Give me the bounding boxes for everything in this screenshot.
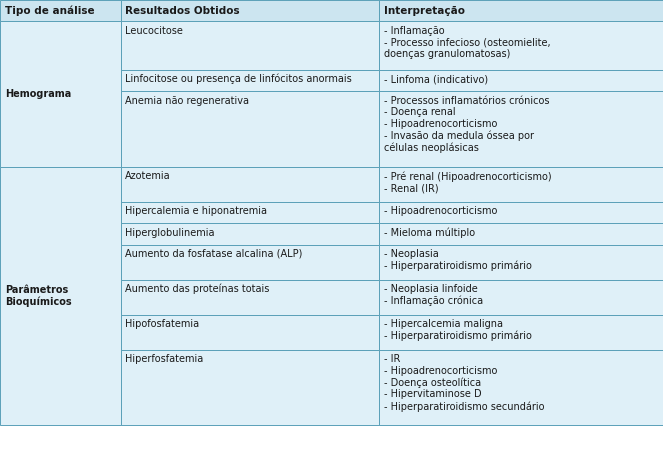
Bar bbox=[121, 315, 379, 350]
Text: Hipofosfatemia: Hipofosfatemia bbox=[125, 319, 200, 329]
Bar bbox=[379, 167, 663, 202]
Text: Interpretação: Interpretação bbox=[384, 6, 465, 16]
Bar bbox=[379, 245, 663, 280]
Bar bbox=[121, 0, 379, 22]
Bar bbox=[121, 91, 379, 167]
Bar bbox=[0, 22, 121, 167]
Text: - Processos inflamatórios crónicos
- Doença renal
- Hipoadrenocorticismo
- Invas: - Processos inflamatórios crónicos - Doe… bbox=[384, 96, 550, 153]
Text: Hipercalemia e hiponatremia: Hipercalemia e hiponatremia bbox=[125, 206, 267, 216]
Bar bbox=[121, 224, 379, 245]
Text: Aumento da fosfatase alcalina (ALP): Aumento da fosfatase alcalina (ALP) bbox=[125, 249, 303, 259]
Bar bbox=[379, 280, 663, 315]
Text: - Inflamação
- Processo infecioso (osteomielite,
doenças granulomatosas): - Inflamação - Processo infecioso (osteo… bbox=[384, 25, 550, 59]
Text: Parâmetros
Bioquímicos: Parâmetros Bioquímicos bbox=[5, 285, 71, 307]
Bar bbox=[0, 167, 121, 425]
Bar bbox=[121, 202, 379, 224]
Bar bbox=[0, 0, 121, 22]
Text: Tipo de análise: Tipo de análise bbox=[5, 6, 94, 16]
Bar bbox=[121, 22, 379, 70]
Text: Anemia não regenerativa: Anemia não regenerativa bbox=[125, 96, 249, 106]
Bar bbox=[379, 22, 663, 70]
Text: Leucocitose: Leucocitose bbox=[125, 25, 183, 36]
Bar bbox=[379, 315, 663, 350]
Bar bbox=[379, 202, 663, 224]
Text: Hiperfosfatemia: Hiperfosfatemia bbox=[125, 354, 204, 364]
Text: - Hipoadrenocorticismo: - Hipoadrenocorticismo bbox=[384, 206, 497, 216]
Bar bbox=[379, 70, 663, 91]
Text: - Pré renal (Hipoadrenocorticismo)
- Renal (IR): - Pré renal (Hipoadrenocorticismo) - Ren… bbox=[384, 171, 552, 193]
Text: Azotemia: Azotemia bbox=[125, 171, 171, 181]
Text: Hemograma: Hemograma bbox=[5, 89, 71, 99]
Text: - Mieloma múltiplo: - Mieloma múltiplo bbox=[384, 227, 475, 238]
Text: Resultados Obtidos: Resultados Obtidos bbox=[125, 6, 240, 16]
Text: Hiperglobulinemia: Hiperglobulinemia bbox=[125, 227, 215, 237]
Text: Linfocitose ou presença de linfócitos anormais: Linfocitose ou presença de linfócitos an… bbox=[125, 74, 352, 84]
Text: - IR
- Hipoadrenocorticismo
- Doença osteolítica
- Hipervitaminose D
- Hiperpara: - IR - Hipoadrenocorticismo - Doença ost… bbox=[384, 354, 544, 412]
Text: - Hipercalcemia maligna
- Hiperparatiroidismo primário: - Hipercalcemia maligna - Hiperparatiroi… bbox=[384, 319, 532, 341]
Bar bbox=[379, 350, 663, 425]
Bar bbox=[379, 91, 663, 167]
Text: - Neoplasia linfoide
- Inflamação crónica: - Neoplasia linfoide - Inflamação crónic… bbox=[384, 284, 483, 306]
Text: Aumento das proteínas totais: Aumento das proteínas totais bbox=[125, 284, 270, 295]
Bar bbox=[379, 224, 663, 245]
Bar bbox=[121, 280, 379, 315]
Bar bbox=[121, 167, 379, 202]
Bar bbox=[121, 70, 379, 91]
Bar bbox=[121, 350, 379, 425]
Bar bbox=[121, 245, 379, 280]
Text: - Linfoma (indicativo): - Linfoma (indicativo) bbox=[384, 74, 488, 84]
Text: - Neoplasia
- Hiperparatiroidismo primário: - Neoplasia - Hiperparatiroidismo primár… bbox=[384, 249, 532, 271]
Bar bbox=[379, 0, 663, 22]
